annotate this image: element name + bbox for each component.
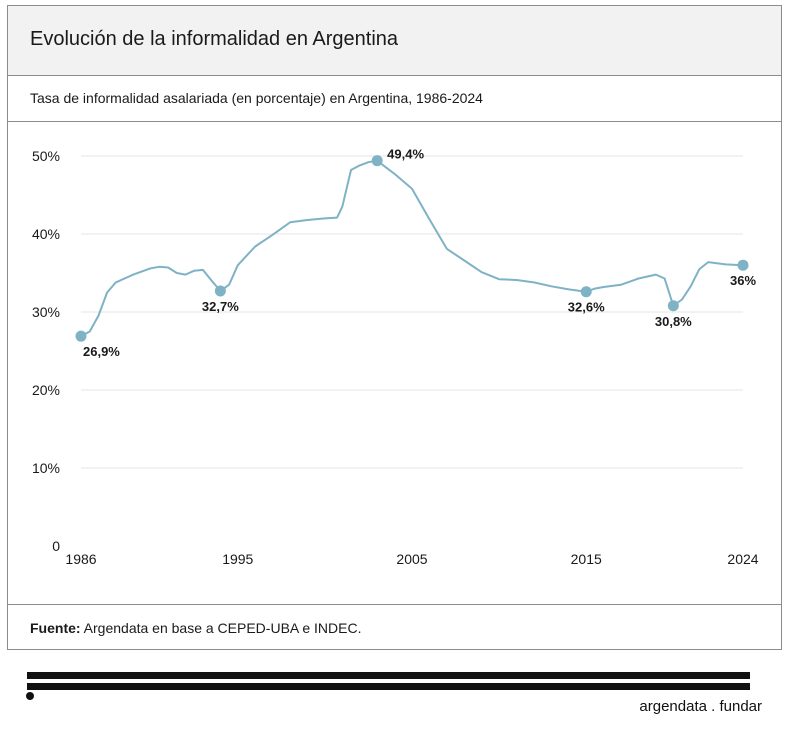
- y-tick-label: 30%: [32, 304, 60, 320]
- data-point: [75, 330, 87, 342]
- data-point: [371, 155, 383, 167]
- data-label: 36%: [730, 273, 756, 288]
- series-line: [80, 159, 744, 338]
- data-point: [214, 285, 226, 297]
- brand-stripe-top: [27, 672, 750, 679]
- source-note: Fuente: Argendata en base a CEPED-UBA e …: [30, 620, 362, 636]
- data-label: 30,8%: [655, 314, 692, 329]
- data-point: [667, 300, 679, 312]
- data-point: [737, 259, 749, 271]
- brand-area: argendata . fundar: [0, 650, 790, 743]
- line-chart: 0 10% 20% 30% 40% 50% 1986 1995 2005 2015 2024 26,9…: [32, 147, 759, 567]
- data-label: 49,4%: [387, 147, 424, 162]
- data-point: [580, 286, 592, 298]
- chart-title: Evolución de la informalidad en Argentin…: [30, 28, 399, 50]
- title-bar: Evolución de la informalidad en Argentin…: [8, 6, 781, 76]
- chart-area: 0 10% 20% 30% 40% 50% 1986 1995 2005 2015 2024 26,9…: [8, 122, 781, 606]
- source-text: Argendata en base a CEPED-UBA e INDEC.: [80, 620, 362, 636]
- source-bar: Fuente: Argendata en base a CEPED-UBA e …: [8, 604, 781, 650]
- y-tick-label: 10%: [32, 460, 60, 476]
- y-tick-label: 0: [52, 538, 60, 554]
- x-tick-label: 1995: [222, 551, 253, 567]
- data-label: 32,6%: [568, 300, 605, 315]
- data-label: 26,9%: [83, 344, 120, 359]
- chart-frame: Evolución de la informalidad en Argentin…: [7, 5, 782, 650]
- data-label: 32,7%: [202, 299, 239, 314]
- brand-dot: [26, 692, 34, 700]
- subtitle-bar: Tasa de informalidad asalariada (en porc…: [8, 76, 781, 122]
- source-label: Fuente:: [30, 620, 81, 636]
- x-tick-label: 2015: [571, 551, 602, 567]
- x-tick-label: 2005: [396, 551, 427, 567]
- y-tick-label: 20%: [32, 382, 60, 398]
- y-tick-label: 50%: [32, 148, 60, 164]
- x-tick-label: 1986: [65, 551, 96, 567]
- y-tick-label: 40%: [32, 226, 60, 242]
- brand-logo-text: argendata . fundar: [639, 698, 762, 715]
- chart-subtitle: Tasa de informalidad asalariada (en porc…: [30, 90, 483, 106]
- x-tick-label: 2024: [727, 551, 758, 567]
- brand-stripe-bottom: [27, 683, 750, 690]
